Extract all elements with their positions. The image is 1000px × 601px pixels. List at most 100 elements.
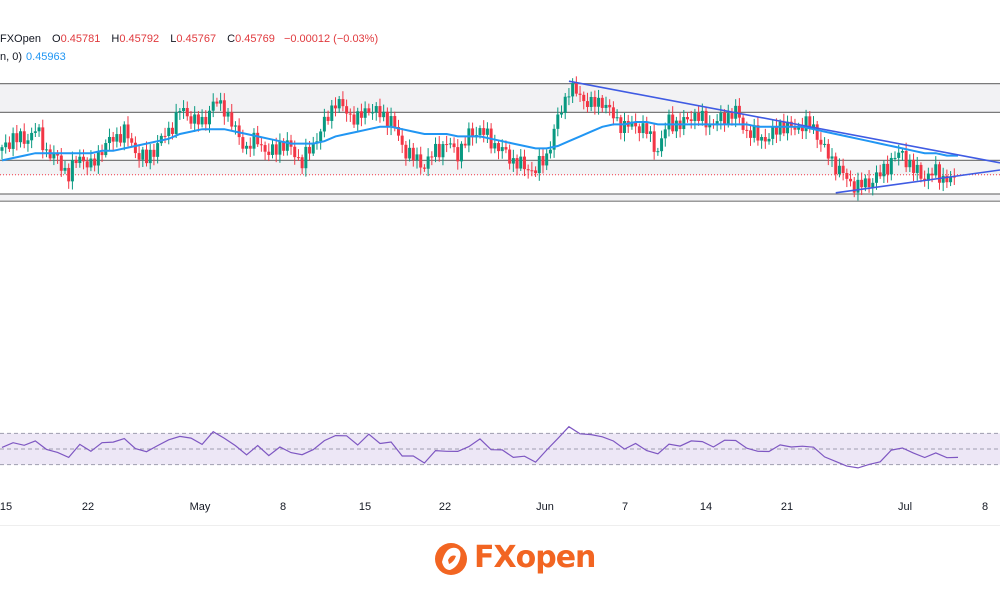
candle-body (170, 127, 174, 134)
candle-body (293, 146, 297, 158)
candle-body (319, 131, 323, 142)
candle-body (70, 159, 74, 182)
candle-body (641, 123, 645, 134)
time-tick-label: 21 (781, 501, 793, 513)
candle-body (26, 140, 30, 144)
candle-body (819, 139, 823, 145)
candle-body (441, 144, 445, 158)
candle-body (308, 146, 312, 154)
candle-body (89, 158, 93, 168)
candle-body (363, 108, 367, 118)
candle-body (830, 156, 834, 159)
candle-body (211, 101, 215, 111)
candle-body (219, 100, 223, 104)
candle-body (752, 125, 756, 138)
level-bands (0, 83, 1000, 202)
candle-body (300, 157, 304, 169)
candle-body (715, 121, 719, 126)
candle-body (241, 137, 245, 149)
high-value: 0.45792 (119, 33, 160, 45)
candle-body (267, 151, 271, 155)
candle-body (760, 137, 764, 141)
candle-body (552, 128, 556, 150)
candle-body (96, 152, 100, 166)
candle-body (237, 125, 241, 138)
candle-body (686, 117, 690, 120)
candle-body (500, 147, 504, 152)
candle-body (445, 144, 449, 146)
candle-body (793, 127, 797, 130)
brand-part-b: open (515, 540, 597, 575)
candle-body (745, 129, 749, 131)
candle-body (282, 141, 286, 151)
candle-body (145, 149, 149, 164)
candle-body (163, 135, 167, 137)
candle-body (419, 154, 423, 168)
candle-body (178, 111, 182, 113)
candle-body (874, 172, 878, 183)
candle-body (600, 97, 604, 108)
ma-value: 0.45963 (26, 51, 66, 63)
candle-body (537, 156, 541, 174)
candle-body (448, 143, 452, 145)
candle-body (656, 151, 660, 153)
candle-body (519, 156, 523, 169)
candle-body (515, 158, 519, 169)
candle-body (485, 128, 489, 135)
candle-body (730, 113, 734, 119)
candle-body (667, 114, 671, 130)
low-value: 0.45767 (176, 33, 217, 45)
candle-body (174, 112, 178, 134)
candle-body (560, 112, 564, 115)
candle-body (623, 120, 627, 133)
candle-body (908, 159, 912, 168)
candle-body (44, 149, 48, 151)
candle-body (704, 110, 708, 128)
candle-body (563, 96, 567, 113)
candle-body (415, 154, 419, 161)
candle-body (356, 111, 360, 125)
candle-body (196, 114, 200, 125)
candle-body (634, 121, 638, 127)
candle-body (904, 150, 908, 168)
candle-body (912, 159, 916, 173)
time-tick-label: 22 (439, 501, 451, 513)
band-middle (0, 160, 1000, 175)
candle-body (748, 130, 752, 138)
candle-body (630, 121, 634, 127)
candle-body (456, 147, 460, 162)
candle-body (652, 131, 656, 152)
candle-body (837, 165, 841, 175)
candle-body (459, 143, 463, 162)
candle-body (311, 142, 315, 154)
candle-body (226, 112, 230, 117)
candle-body (115, 134, 119, 142)
candle-body (422, 167, 426, 169)
candle-body (133, 142, 137, 154)
candle-body (393, 116, 397, 127)
candle-body (778, 121, 782, 135)
candle-body (122, 124, 126, 143)
candle-body (482, 128, 486, 135)
candle-body (82, 156, 86, 162)
candle-body (371, 112, 375, 114)
time-tick-label: 22 (82, 501, 94, 513)
candle-body (941, 175, 945, 183)
candle-body (100, 152, 104, 156)
candle-body (504, 147, 508, 150)
ma-legend: n, 0) 0.45963 (0, 51, 66, 63)
candle-body (74, 159, 78, 164)
candle-body (430, 156, 434, 158)
candle-body (849, 178, 853, 182)
candle-body (396, 126, 400, 136)
candle-body (345, 106, 349, 114)
candle-body (511, 158, 515, 164)
time-tick-label: 15 (359, 501, 371, 513)
time-tick-label: 8 (982, 501, 988, 513)
candles (0, 76, 956, 201)
candle-body (326, 116, 330, 121)
price-chart[interactable]: 15 22 May 8 15 22 Jun 7 14 21 Jul 8 (0, 0, 1000, 525)
candle-body (860, 179, 864, 188)
candle-body (400, 135, 404, 145)
candle-body (574, 83, 578, 94)
